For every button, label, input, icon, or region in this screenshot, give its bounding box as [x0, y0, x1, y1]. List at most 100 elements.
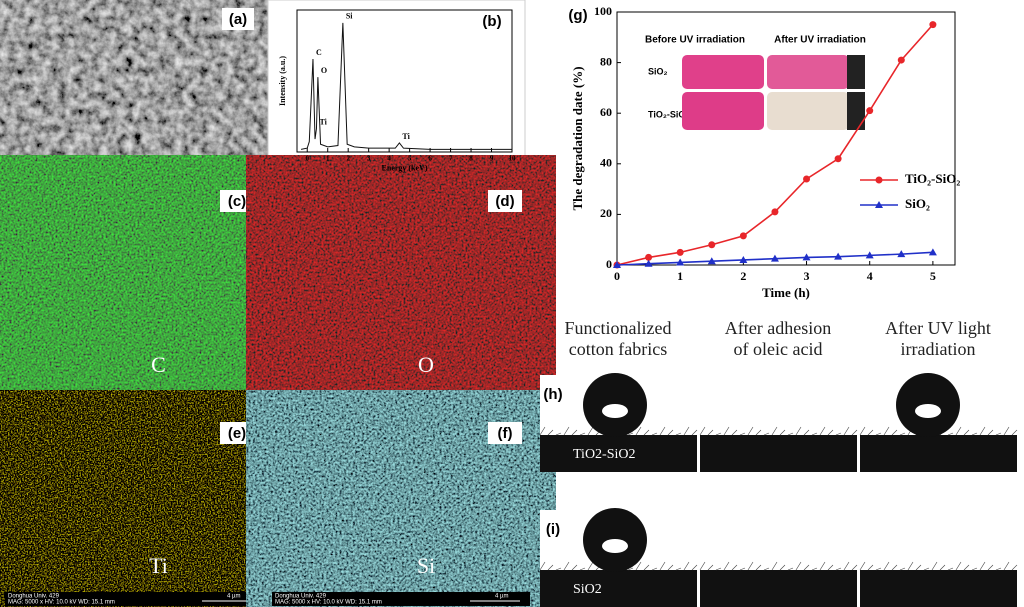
fiber	[715, 567, 722, 571]
fiber	[691, 564, 698, 571]
eds-panel	[267, 0, 526, 187]
fiber	[955, 426, 962, 436]
column-header: After UV light	[885, 318, 991, 338]
element-letter: C	[151, 352, 166, 377]
point	[739, 255, 748, 263]
fiber	[779, 564, 786, 571]
point	[708, 241, 716, 249]
point	[834, 252, 843, 260]
fiber	[755, 564, 762, 571]
fiber	[923, 567, 930, 571]
plot-frame	[296, 9, 513, 153]
point	[803, 175, 811, 183]
info-bar	[5, 391, 262, 405]
fiber	[643, 564, 650, 571]
photo-caption: TiO2-SiO2	[573, 447, 636, 462]
sem-info: 2 5.0kV x100k	[20, 175, 59, 181]
fiber	[763, 432, 770, 436]
map-info: MAG: 5000 x HV: 10.0 kV WD: 15.1 mm	[8, 600, 115, 606]
y-tick-label: 20	[600, 206, 612, 220]
fiber	[771, 426, 778, 436]
point	[802, 253, 811, 261]
element-map	[272, 410, 530, 606]
fiber	[747, 561, 754, 571]
map-info: MAG: 5000 x HV: 10.0 kV WD: 15.1 mm	[8, 399, 115, 405]
point	[739, 232, 747, 240]
fiber	[811, 432, 818, 436]
fiber	[555, 567, 562, 571]
fiber	[659, 426, 666, 436]
element-letter: Si	[417, 553, 435, 578]
fiber	[875, 567, 882, 571]
fiber	[803, 429, 810, 436]
map-info: MAG: 5000 x HV: 10.0 kV WD: 15.1 mm	[275, 399, 382, 405]
fiber	[731, 429, 738, 436]
x-tick-label: 4	[867, 269, 873, 283]
fiber	[819, 426, 826, 436]
inset-row: SiO₂	[648, 66, 668, 76]
fiber	[723, 426, 730, 436]
fiber	[675, 432, 682, 436]
fiber	[539, 561, 546, 571]
map-scale: 4 µm	[495, 594, 508, 600]
fiber	[851, 564, 858, 571]
fiber	[843, 426, 850, 436]
fiber	[971, 432, 978, 436]
fiber	[731, 564, 738, 571]
x-tick-label: 3	[804, 269, 810, 283]
sem-scale: 500nm	[225, 175, 243, 181]
point	[707, 257, 716, 265]
fabric	[540, 435, 697, 472]
fabric	[860, 435, 1017, 472]
fiber	[827, 429, 834, 436]
fiber	[995, 432, 1002, 436]
fiber	[875, 432, 882, 436]
inset-title: After UV irradiation	[774, 35, 866, 46]
fiber	[707, 429, 714, 436]
fiber	[651, 567, 658, 571]
point	[928, 248, 937, 256]
highlight	[602, 539, 628, 553]
panel-label: (b)	[482, 13, 501, 30]
fabric	[700, 435, 857, 472]
map-info: Donghua Univ. 429	[8, 594, 60, 600]
fiber	[699, 426, 706, 436]
fiber	[899, 567, 906, 571]
fiber	[739, 432, 746, 436]
fiber	[843, 561, 850, 571]
fiber	[739, 567, 746, 571]
fiber	[867, 564, 874, 571]
inset-title: Before UV irradiation	[645, 35, 745, 46]
highlight	[602, 404, 628, 418]
legend-label: SiO₂	[905, 196, 930, 211]
x-tick-label: 1	[677, 269, 683, 283]
y-tick-label: 60	[600, 105, 612, 119]
x-tick-label: 5	[408, 155, 412, 163]
fiber	[891, 564, 898, 571]
panel-label: (a)	[229, 11, 247, 28]
fiber	[907, 561, 914, 571]
fiber	[795, 426, 802, 436]
fiber	[803, 564, 810, 571]
fiber	[627, 432, 634, 436]
fiber	[915, 564, 922, 571]
panel-label: (d)	[495, 193, 514, 210]
label-box	[220, 422, 254, 444]
fiber	[683, 561, 690, 571]
fiber	[771, 561, 778, 571]
fiber	[587, 426, 594, 436]
fiber	[827, 564, 834, 571]
fiber	[755, 429, 762, 436]
fiber	[859, 426, 866, 436]
fiber	[539, 426, 546, 436]
vial	[767, 92, 849, 130]
fabric	[540, 570, 697, 607]
x-tick-label: 1	[326, 155, 330, 163]
y-tick-label: 100	[594, 4, 612, 18]
map-scale: 4 µm	[495, 393, 508, 399]
x-tick-label: 2	[740, 269, 746, 283]
point	[613, 261, 621, 268]
photo-caption: SiO2	[573, 582, 602, 597]
fiber	[779, 429, 786, 436]
fiber	[955, 561, 962, 571]
